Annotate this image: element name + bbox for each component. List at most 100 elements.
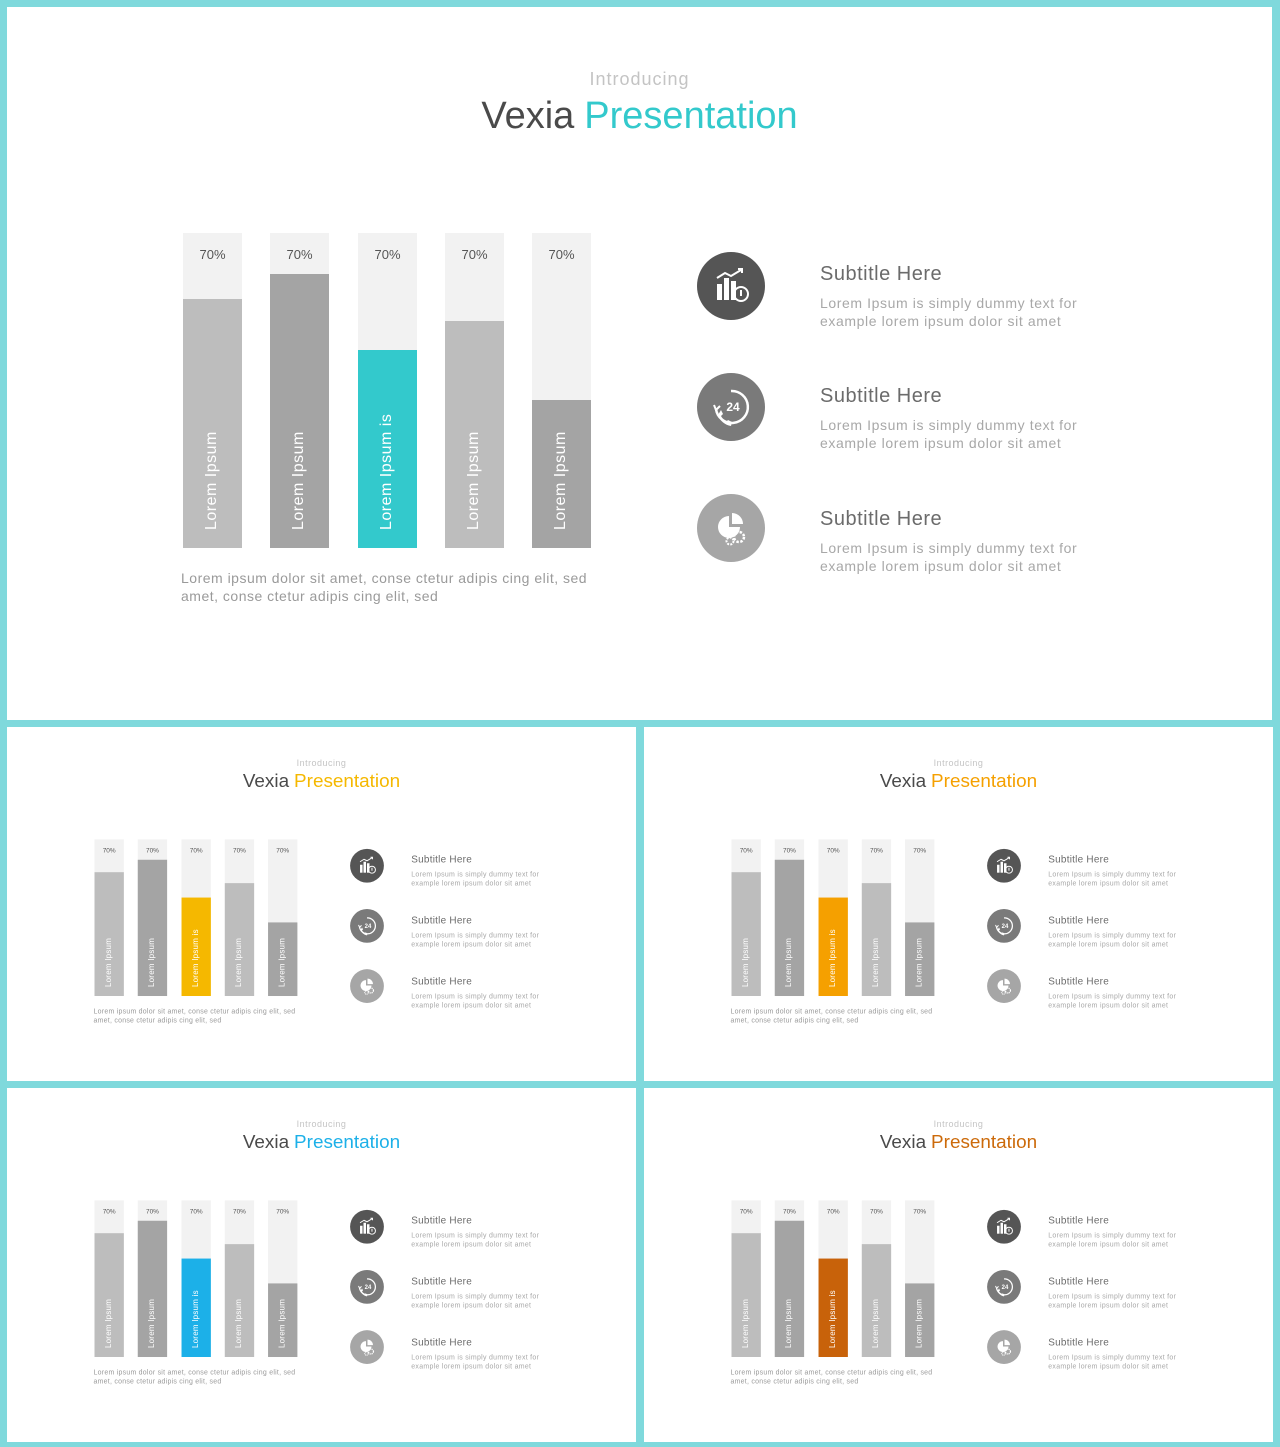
pie-gear-icon: [697, 494, 765, 562]
bar-percent: 70%: [374, 247, 401, 262]
bar-fill: Lorem Ipsum: [137, 859, 168, 997]
bar-column: Lorem Ipsum is 70%: [181, 1200, 211, 1358]
bar-fill: Lorem Ipsum: [268, 1283, 298, 1358]
slide-thumb-brown: Introducing Vexia Presentation Lorem Ipsu…: [644, 1088, 1273, 1442]
bar-column: Lorem Ipsum 70%: [224, 1200, 255, 1358]
bar-fill: Lorem Ipsum: [905, 922, 935, 997]
slide-thumb-orange: Introducing Vexia Presentation Lorem Ipsu…: [644, 727, 1273, 1081]
svg-text:24: 24: [365, 924, 372, 930]
bar-column: Lorem Ipsum 70%: [94, 839, 124, 997]
bar-label: Lorem Ipsum: [202, 431, 220, 530]
bar-column: Lorem Ipsum 70%: [861, 839, 892, 997]
bar-fill: Lorem Ipsum: [183, 299, 242, 548]
bar-fill: Lorem Ipsum is: [818, 897, 848, 997]
feature-desc: Lorem Ipsum is simply dummy text for exa…: [1048, 1291, 1177, 1309]
bar-percent: 70%: [782, 846, 796, 854]
title-main: Vexia: [242, 770, 290, 792]
phone-24-icon: 24: [350, 908, 384, 943]
chart-growth-icon: [350, 848, 384, 883]
bar-column: Lorem Ipsum 70%: [183, 233, 242, 548]
feature-title: Subtitle Here: [411, 1337, 472, 1349]
bar-fill: Lorem Ipsum: [137, 1220, 168, 1358]
feature-desc: Lorem Ipsum is simply dummy text for exa…: [820, 417, 1078, 451]
bar-fill: Lorem Ipsum: [774, 1220, 805, 1358]
slide-thumb-yellow: Introducing Vexia Presentation Lorem Ipsu…: [7, 727, 636, 1081]
bar-fill: Lorem Ipsum: [94, 872, 124, 997]
bar-percent: 70%: [189, 846, 203, 854]
bar-column: Lorem Ipsum is 70%: [358, 233, 417, 548]
title-main: Vexia: [879, 770, 927, 792]
bar-column: Lorem Ipsum 70%: [137, 839, 168, 997]
feature-title: Subtitle Here: [411, 914, 472, 926]
bar-column: Lorem Ipsum 70%: [268, 1200, 298, 1358]
bar-fill: Lorem Ipsum: [774, 859, 805, 997]
slide-content: Introducing Vexia Presentation Lorem Ipsu…: [7, 1088, 636, 1442]
bar-percent: 70%: [869, 1207, 883, 1215]
feature-desc: Lorem Ipsum is simply dummy text for exa…: [1048, 930, 1177, 948]
bar-column: Lorem Ipsum 70%: [774, 839, 805, 997]
bar-label: Lorem Ipsum is: [828, 1290, 837, 1349]
bar-percent: 70%: [782, 1207, 796, 1215]
bar-percent: 70%: [145, 1207, 159, 1215]
bar-label: Lorem Ipsum: [289, 431, 307, 530]
feature-title: Subtitle Here: [820, 508, 943, 530]
bar-label: Lorem Ipsum: [104, 937, 113, 988]
bar-fill: Lorem Ipsum is: [358, 350, 417, 548]
phone-24-icon: 24: [987, 1269, 1021, 1304]
feature-desc: Lorem Ipsum is simply dummy text for exa…: [1048, 992, 1177, 1009]
feature-desc: Lorem Ipsum is simply dummy text for exa…: [411, 870, 540, 888]
slide-main: Introducing Vexia Presentation Lorem Ipsu…: [7, 7, 1272, 720]
slide-content: Introducing Vexia Presentation Lorem Ipsu…: [7, 727, 636, 1081]
bar-percent: 70%: [145, 846, 159, 854]
chart-caption: Lorem ipsum dolor sit amet, conse ctetur…: [730, 1367, 933, 1385]
bar-column: Lorem Ipsum 70%: [224, 839, 255, 997]
bar-percent: 70%: [189, 1207, 203, 1215]
bar-column: Lorem Ipsum 70%: [268, 839, 298, 997]
bar-fill: Lorem Ipsum: [445, 321, 504, 548]
feature-title: Subtitle Here: [820, 263, 943, 285]
bar-column: Lorem Ipsum is 70%: [818, 1200, 848, 1358]
bar-fill: Lorem Ipsum: [861, 883, 892, 997]
bar-fill: Lorem Ipsum: [94, 1233, 124, 1358]
slide-content: Introducing Vexia Presentation Lorem Ipsu…: [644, 727, 1273, 1081]
bar-percent: 70%: [232, 1207, 246, 1215]
slide-title: Vexia Presentation: [644, 1132, 1273, 1153]
intro-text: Introducing: [589, 69, 690, 89]
bar-percent: 70%: [276, 846, 290, 854]
bar-percent: 70%: [739, 1207, 753, 1215]
bar-column: Lorem Ipsum 70%: [861, 1200, 892, 1358]
feature-title: Subtitle Here: [1048, 976, 1109, 988]
slide-title: Vexia Presentation: [7, 1132, 636, 1153]
title-accent: Presentation: [584, 95, 798, 137]
bar-label: Lorem Ipsum: [277, 1298, 287, 1349]
intro-text: Introducing: [296, 1118, 347, 1129]
feature-desc: Lorem Ipsum is simply dummy text for exa…: [411, 992, 540, 1009]
bar-fill: Lorem Ipsum: [224, 883, 255, 997]
bar-fill: Lorem Ipsum is: [818, 1258, 848, 1358]
feature-desc: Lorem Ipsum is simply dummy text for exa…: [411, 1291, 540, 1309]
phone-24-icon: 24: [697, 373, 765, 441]
feature-desc: Lorem Ipsum is simply dummy text for exa…: [411, 1353, 540, 1370]
bar-label: Lorem Ipsum: [914, 937, 924, 988]
bar-fill: Lorem Ipsum: [532, 400, 591, 548]
bar-fill: Lorem Ipsum: [268, 922, 298, 997]
bar-percent: 70%: [276, 1207, 290, 1215]
title-accent: Presentation: [931, 1131, 1038, 1153]
bar-percent: 70%: [913, 1207, 927, 1215]
chart-caption: Lorem ipsum dolor sit amet, conse ctetur…: [93, 1367, 296, 1385]
bar-label: Lorem Ipsum: [741, 1298, 750, 1349]
slide-title: Vexia Presentation: [644, 771, 1273, 792]
slide-thumb-blue: Introducing Vexia Presentation Lorem Ipsu…: [7, 1088, 636, 1442]
bar-percent: 70%: [739, 846, 753, 854]
bar-label: Lorem Ipsum is: [191, 1290, 200, 1349]
bar-percent: 70%: [199, 247, 226, 262]
bar-column: Lorem Ipsum is 70%: [818, 839, 848, 997]
slide-content: Introducing Vexia Presentation Lorem Ipsu…: [644, 1088, 1273, 1442]
bar-label: Lorem Ipsum: [147, 937, 156, 988]
feature-desc: Lorem Ipsum is simply dummy text for exa…: [1048, 1353, 1177, 1370]
bar-fill: Lorem Ipsum: [731, 872, 761, 997]
pie-gear-icon: [987, 969, 1021, 1003]
feature-title: Subtitle Here: [1048, 914, 1109, 926]
title-accent: Presentation: [931, 770, 1038, 792]
chart-growth-icon: [350, 1209, 384, 1244]
